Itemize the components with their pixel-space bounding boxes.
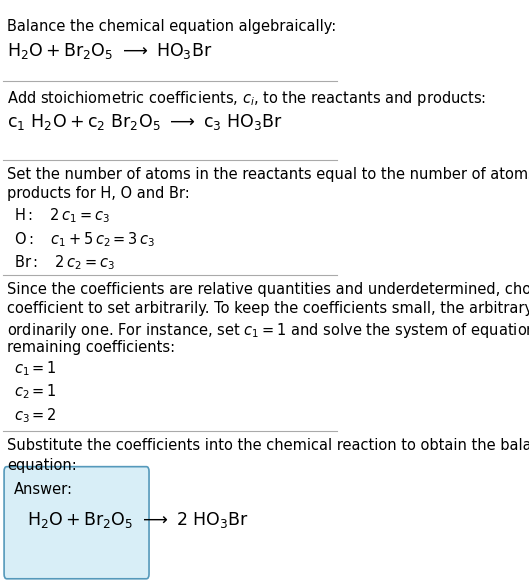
Text: $c_1 = 1$: $c_1 = 1$ (14, 359, 57, 378)
Text: Answer:: Answer: (14, 482, 72, 497)
Text: $\mathrm{H:} \quad 2\,c_1 = c_3$: $\mathrm{H:} \quad 2\,c_1 = c_3$ (14, 207, 110, 225)
Text: $c_2 = 1$: $c_2 = 1$ (14, 383, 57, 402)
Text: Add stoichiometric coefficients, $c_i$, to the reactants and products:: Add stoichiometric coefficients, $c_i$, … (7, 89, 486, 108)
Text: $\mathrm{H_2O + Br_2O_5 \ \longrightarrow \ HO_3Br}$: $\mathrm{H_2O + Br_2O_5 \ \longrightarro… (7, 41, 212, 61)
Text: $\mathrm{Br:} \quad 2\,c_2 = c_3$: $\mathrm{Br:} \quad 2\,c_2 = c_3$ (14, 254, 115, 272)
Text: $\mathrm{O:} \quad c_1 + 5\,c_2 = 3\,c_3$: $\mathrm{O:} \quad c_1 + 5\,c_2 = 3\,c_3… (14, 230, 155, 249)
Text: $c_3 = 2$: $c_3 = 2$ (14, 406, 57, 425)
Text: ordinarily one. For instance, set $c_1 = 1$ and solve the system of equations fo: ordinarily one. For instance, set $c_1 =… (7, 321, 529, 339)
Text: coefficient to set arbitrarily. To keep the coefficients small, the arbitrary va: coefficient to set arbitrarily. To keep … (7, 301, 529, 316)
Text: products for H, O and Br:: products for H, O and Br: (7, 186, 189, 201)
Text: remaining coefficients:: remaining coefficients: (7, 340, 175, 355)
Text: $\mathrm{c_1 \ H_2O + c_2 \ Br_2O_5 \ \longrightarrow \ c_3 \ HO_3Br}$: $\mathrm{c_1 \ H_2O + c_2 \ Br_2O_5 \ \l… (7, 112, 283, 131)
Text: $\mathrm{H_2O + Br_2O_5 \ \longrightarrow \ 2 \ HO_3Br}$: $\mathrm{H_2O + Br_2O_5 \ \longrightarro… (27, 510, 249, 529)
Text: equation:: equation: (7, 458, 77, 473)
Text: Set the number of atoms in the reactants equal to the number of atoms in the: Set the number of atoms in the reactants… (7, 167, 529, 182)
Text: Substitute the coefficients into the chemical reaction to obtain the balanced: Substitute the coefficients into the che… (7, 438, 529, 454)
Text: Since the coefficients are relative quantities and underdetermined, choose a: Since the coefficients are relative quan… (7, 282, 529, 297)
FancyBboxPatch shape (4, 467, 149, 579)
Text: Balance the chemical equation algebraically:: Balance the chemical equation algebraica… (7, 19, 336, 34)
